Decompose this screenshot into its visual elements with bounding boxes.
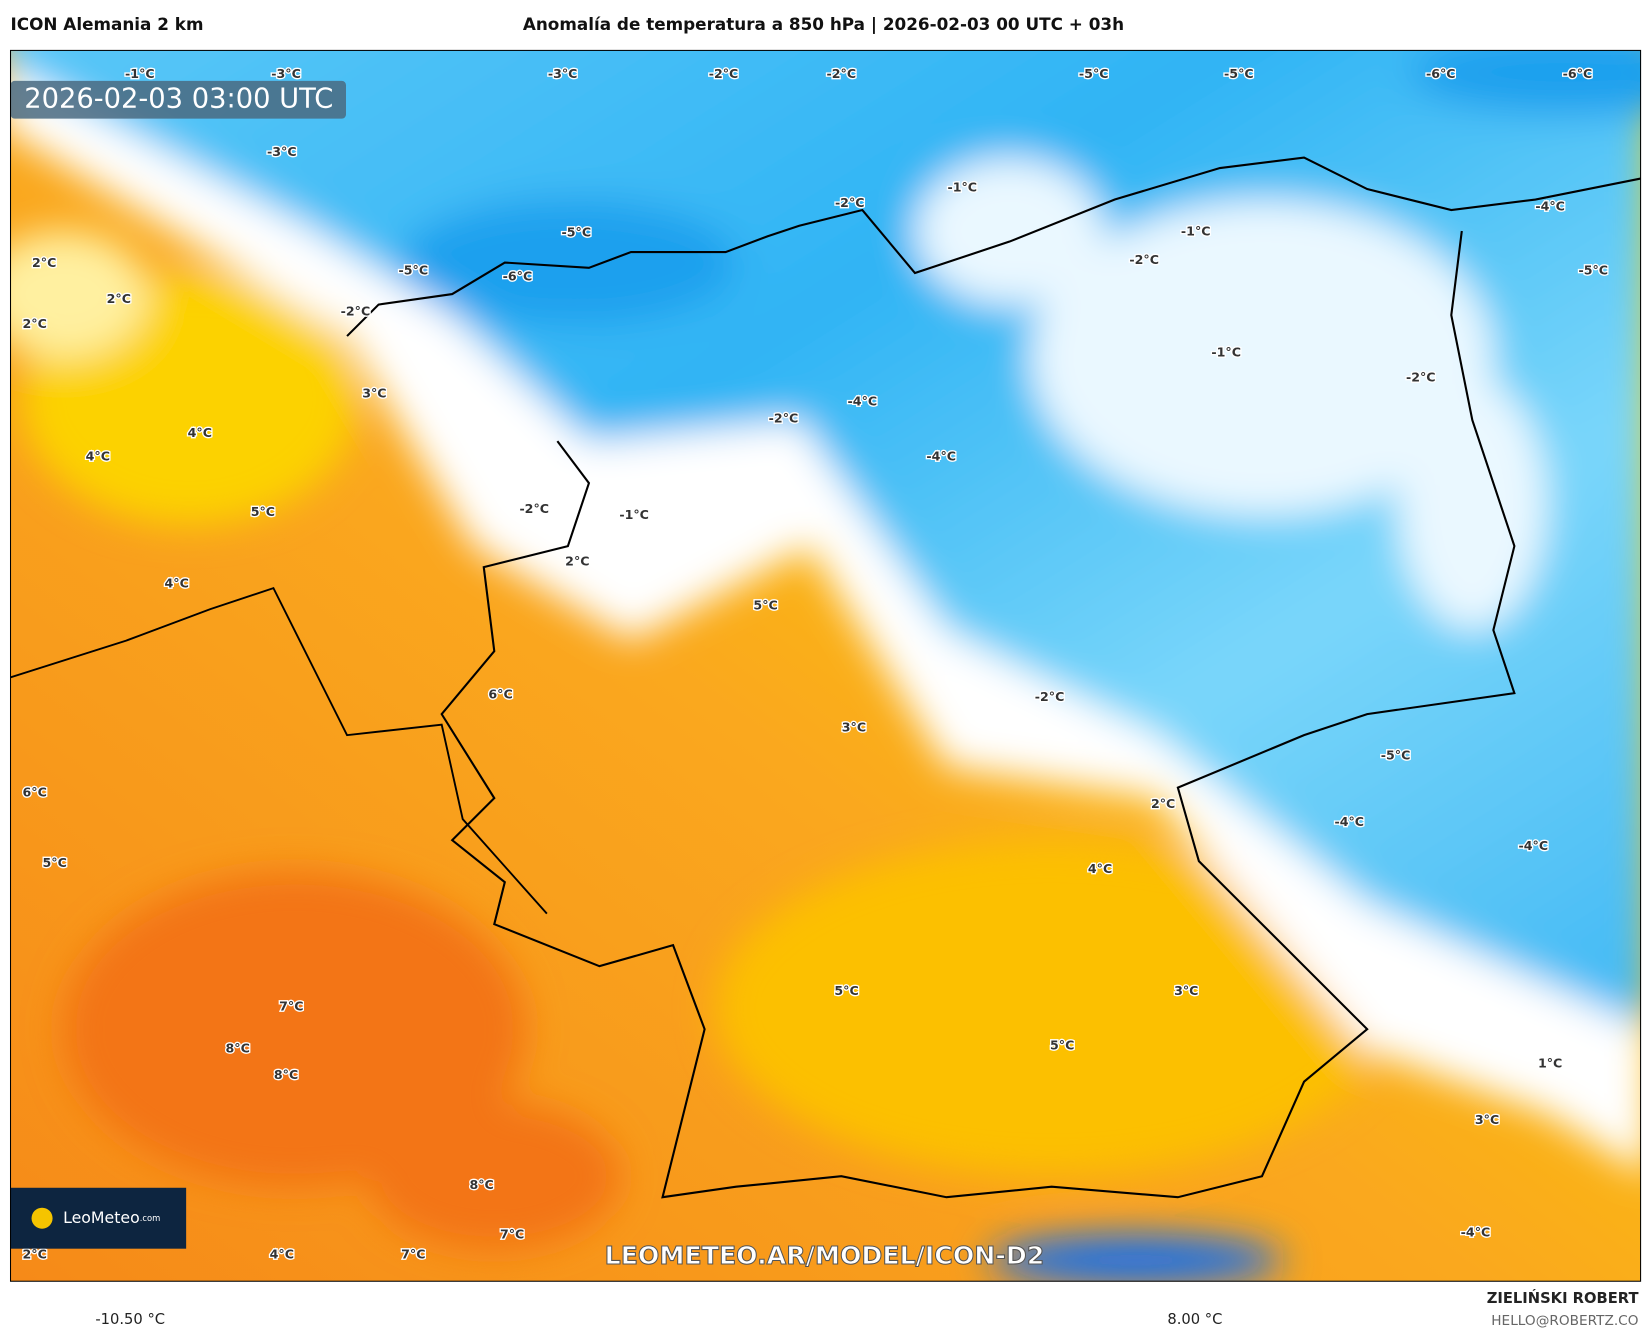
temperature-label: 1°C: [1538, 1055, 1562, 1070]
temperature-label: -1°C: [947, 179, 977, 194]
temperature-label: 4°C: [1088, 861, 1112, 876]
temperature-label: -5°C: [1381, 748, 1411, 763]
temperature-label: 5°C: [251, 504, 275, 519]
temperature-label: -2°C: [827, 66, 857, 81]
temperature-label: -6°C: [1426, 66, 1456, 81]
map-title: Anomalía de temperatura a 850 hPa | 2026…: [523, 14, 1124, 34]
temperature-label: -4°C: [848, 394, 878, 409]
temperature-label: -1°C: [125, 66, 155, 81]
logo-name: LeoMeteo: [63, 1208, 140, 1227]
temperature-label: -3°C: [548, 66, 578, 81]
temperature-label: 3°C: [1174, 983, 1198, 998]
temperature-label: 3°C: [362, 385, 386, 400]
temperature-label: -2°C: [1129, 252, 1159, 267]
temperature-label: 7°C: [401, 1246, 425, 1261]
temperature-label: -4°C: [1519, 838, 1549, 853]
temperature-label: 3°C: [842, 719, 866, 734]
temperature-label: 5°C: [753, 597, 777, 612]
logo-suffix: .com: [140, 1213, 161, 1223]
temperature-label: 8°C: [274, 1067, 298, 1082]
temperature-label: 2°C: [23, 316, 47, 331]
map: -1°C -3°C -3°C -2°C -2°C -5°C -5°C -6°C -6°C -3°C…: [10, 50, 1641, 1282]
temperature-label: -1°C: [1181, 224, 1211, 239]
temperature-label: -6°C: [503, 269, 533, 284]
temperature-label: -1°C: [619, 507, 649, 522]
temperature-label: -1°C: [1211, 344, 1241, 359]
temperature-label: -2°C: [709, 66, 739, 81]
temperature-label: -4°C: [1535, 198, 1565, 213]
model-name: ICON Alemania 2 km: [11, 14, 204, 34]
temperature-label: 3°C: [1475, 1112, 1499, 1127]
temperature-label: -4°C: [926, 448, 956, 463]
temperature-label: 4°C: [188, 425, 212, 440]
temperature-label: 2°C: [23, 1246, 47, 1261]
temperature-label: -5°C: [1224, 66, 1254, 81]
temperature-label: 5°C: [1050, 1038, 1074, 1053]
temperature-label: -2°C: [1035, 689, 1065, 704]
temperature-label: 7°C: [279, 999, 303, 1014]
temperature-label: 6°C: [23, 784, 47, 799]
temperature-label: -6°C: [1563, 66, 1593, 81]
temperature-label: 8°C: [225, 1041, 249, 1056]
temperature-label: -3°C: [267, 144, 297, 159]
temperature-label: -2°C: [1406, 370, 1436, 385]
logo: LeoMeteo.com: [63, 1208, 160, 1227]
temperature-label: 2°C: [1151, 796, 1175, 811]
temperature-label: 4°C: [86, 448, 110, 463]
temperature-label: -5°C: [562, 225, 592, 240]
temperature-label: -2°C: [519, 501, 549, 516]
colorbar-min: -10.50 °C: [95, 1311, 165, 1328]
temperature-label: 7°C: [500, 1227, 524, 1242]
temperature-label: 2°C: [565, 553, 589, 568]
temperature-label: 6°C: [488, 687, 512, 702]
temperature-label: -2°C: [341, 303, 371, 318]
temperature-label: 2°C: [32, 255, 56, 270]
colorbar-max: 8.00 °C: [1167, 1311, 1222, 1328]
temperature-label: 5°C: [43, 855, 67, 870]
temperature-label: 2°C: [107, 291, 131, 306]
temperature-label: -5°C: [1578, 262, 1608, 277]
temperature-label: 8°C: [469, 1177, 493, 1192]
author: ZIELIŃSKI ROBERT: [1487, 1289, 1639, 1307]
timestamp: 2026-02-03 03:00 UTC: [24, 83, 333, 114]
temperature-label: -2°C: [835, 195, 865, 210]
temperature-label: -3°C: [271, 66, 301, 81]
temperature-label: 4°C: [270, 1246, 294, 1261]
temperature-label: -5°C: [399, 262, 429, 277]
email: HELLO@ROBERTZ.CO: [1491, 1313, 1638, 1329]
temperature-label: -2°C: [769, 411, 799, 426]
temperature-label: 5°C: [834, 983, 858, 998]
temperature-label: -5°C: [1079, 66, 1109, 81]
watermark: LEOMETEO.AR/MODEL/ICON-D2: [605, 1241, 1045, 1270]
temperature-label: -4°C: [1334, 814, 1364, 829]
temperature-label: 4°C: [164, 575, 188, 590]
temperature-label: -4°C: [1461, 1224, 1491, 1239]
